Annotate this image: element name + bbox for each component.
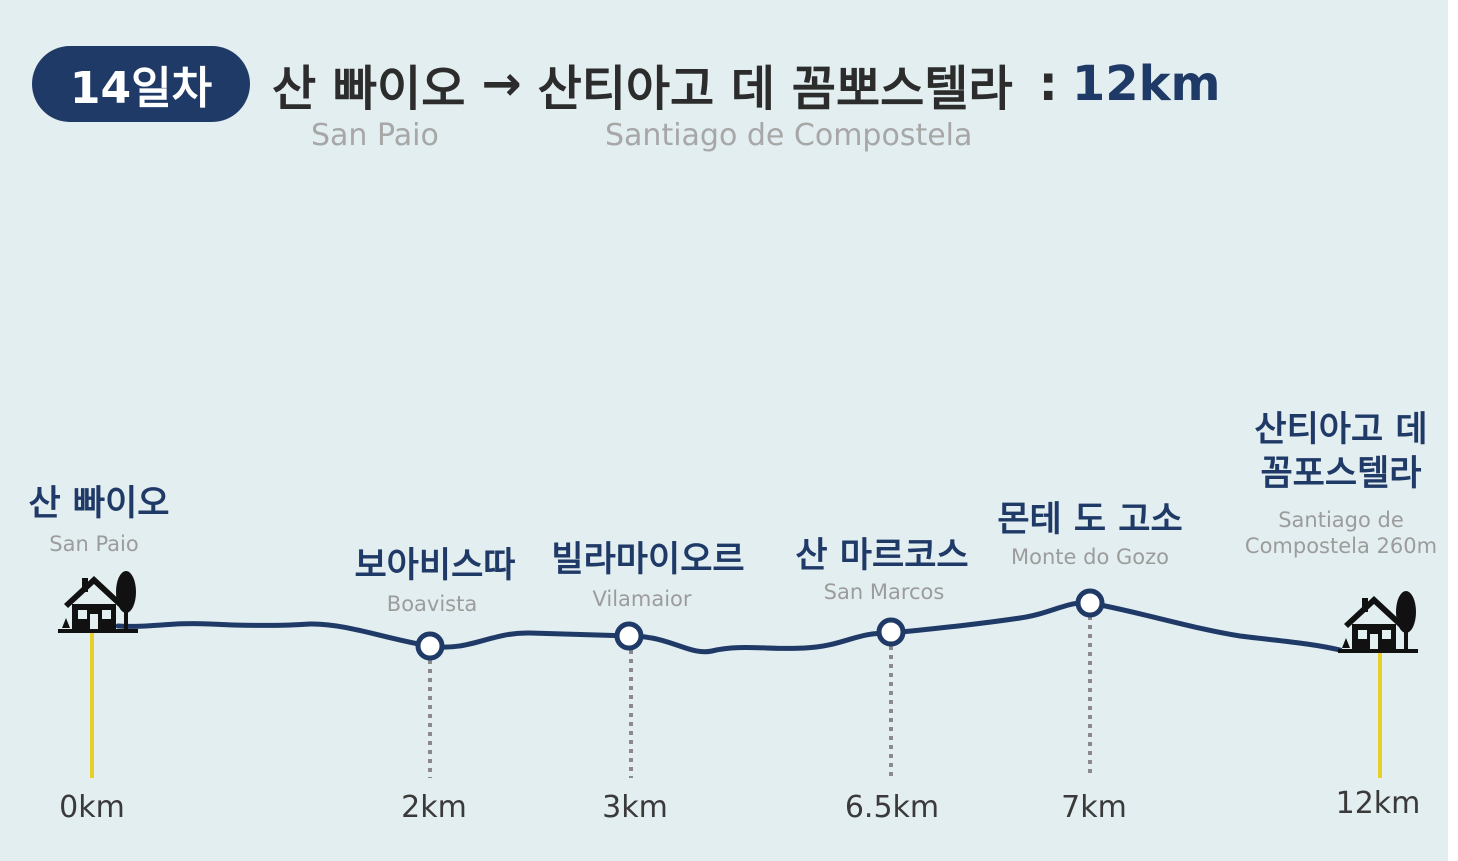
title-from-en: San Paio (311, 118, 439, 153)
stop-name-ko: 산 마르코스 (795, 536, 969, 576)
stop-name-en: Vilamaior (592, 587, 692, 611)
stop-name-en: Santiago de Compostela 260m (1244, 508, 1438, 558)
km-label: 6.5km (844, 790, 940, 825)
title-to-en: Santiago de Compostela (605, 118, 973, 153)
km-label: 7km (1061, 790, 1127, 825)
stop-name-ko: 몬테 도 고소 (997, 500, 1183, 540)
waypoint-dot (1075, 588, 1105, 618)
title-from: 산 빠이오 (272, 61, 466, 117)
day-badge: 14일차 (32, 46, 250, 122)
title-to: 산티아고 데 꼼뽀스텔라 (537, 61, 1013, 117)
title-arrow: → (481, 56, 522, 112)
stop-name-en: Monte do Gozo (1011, 545, 1169, 569)
waypoint-dot (876, 617, 906, 647)
route-title: 산 빠이오 → 산티아고 데 꼼뽀스텔라 : 12km (272, 52, 1221, 117)
stop-name-ko: 빌라마이오르 (551, 540, 745, 580)
waypoint-dot (614, 621, 644, 651)
title-colon: : (1038, 56, 1058, 112)
stop-name-en: Boavista (386, 592, 478, 616)
km-label: 3km (602, 790, 668, 825)
km-label: 0km (59, 790, 125, 825)
km-label: 12km (1335, 786, 1421, 821)
stop-name-ko: 산티아고 데 꼼포스텔라 (1254, 410, 1428, 494)
stop-name-en: San Marcos (823, 580, 945, 604)
house-tree-icon (58, 571, 138, 633)
stop-name-ko: 보아비스따 (354, 546, 516, 586)
route-line (115, 600, 1343, 655)
waypoint-dot (415, 631, 445, 661)
stop-name-en: San Paio (49, 532, 139, 556)
km-label: 2km (401, 790, 467, 825)
title-distance: 12km (1071, 56, 1221, 112)
stop-name-ko: 산 빠이오 (28, 484, 170, 524)
house-tree-icon (1338, 591, 1418, 653)
